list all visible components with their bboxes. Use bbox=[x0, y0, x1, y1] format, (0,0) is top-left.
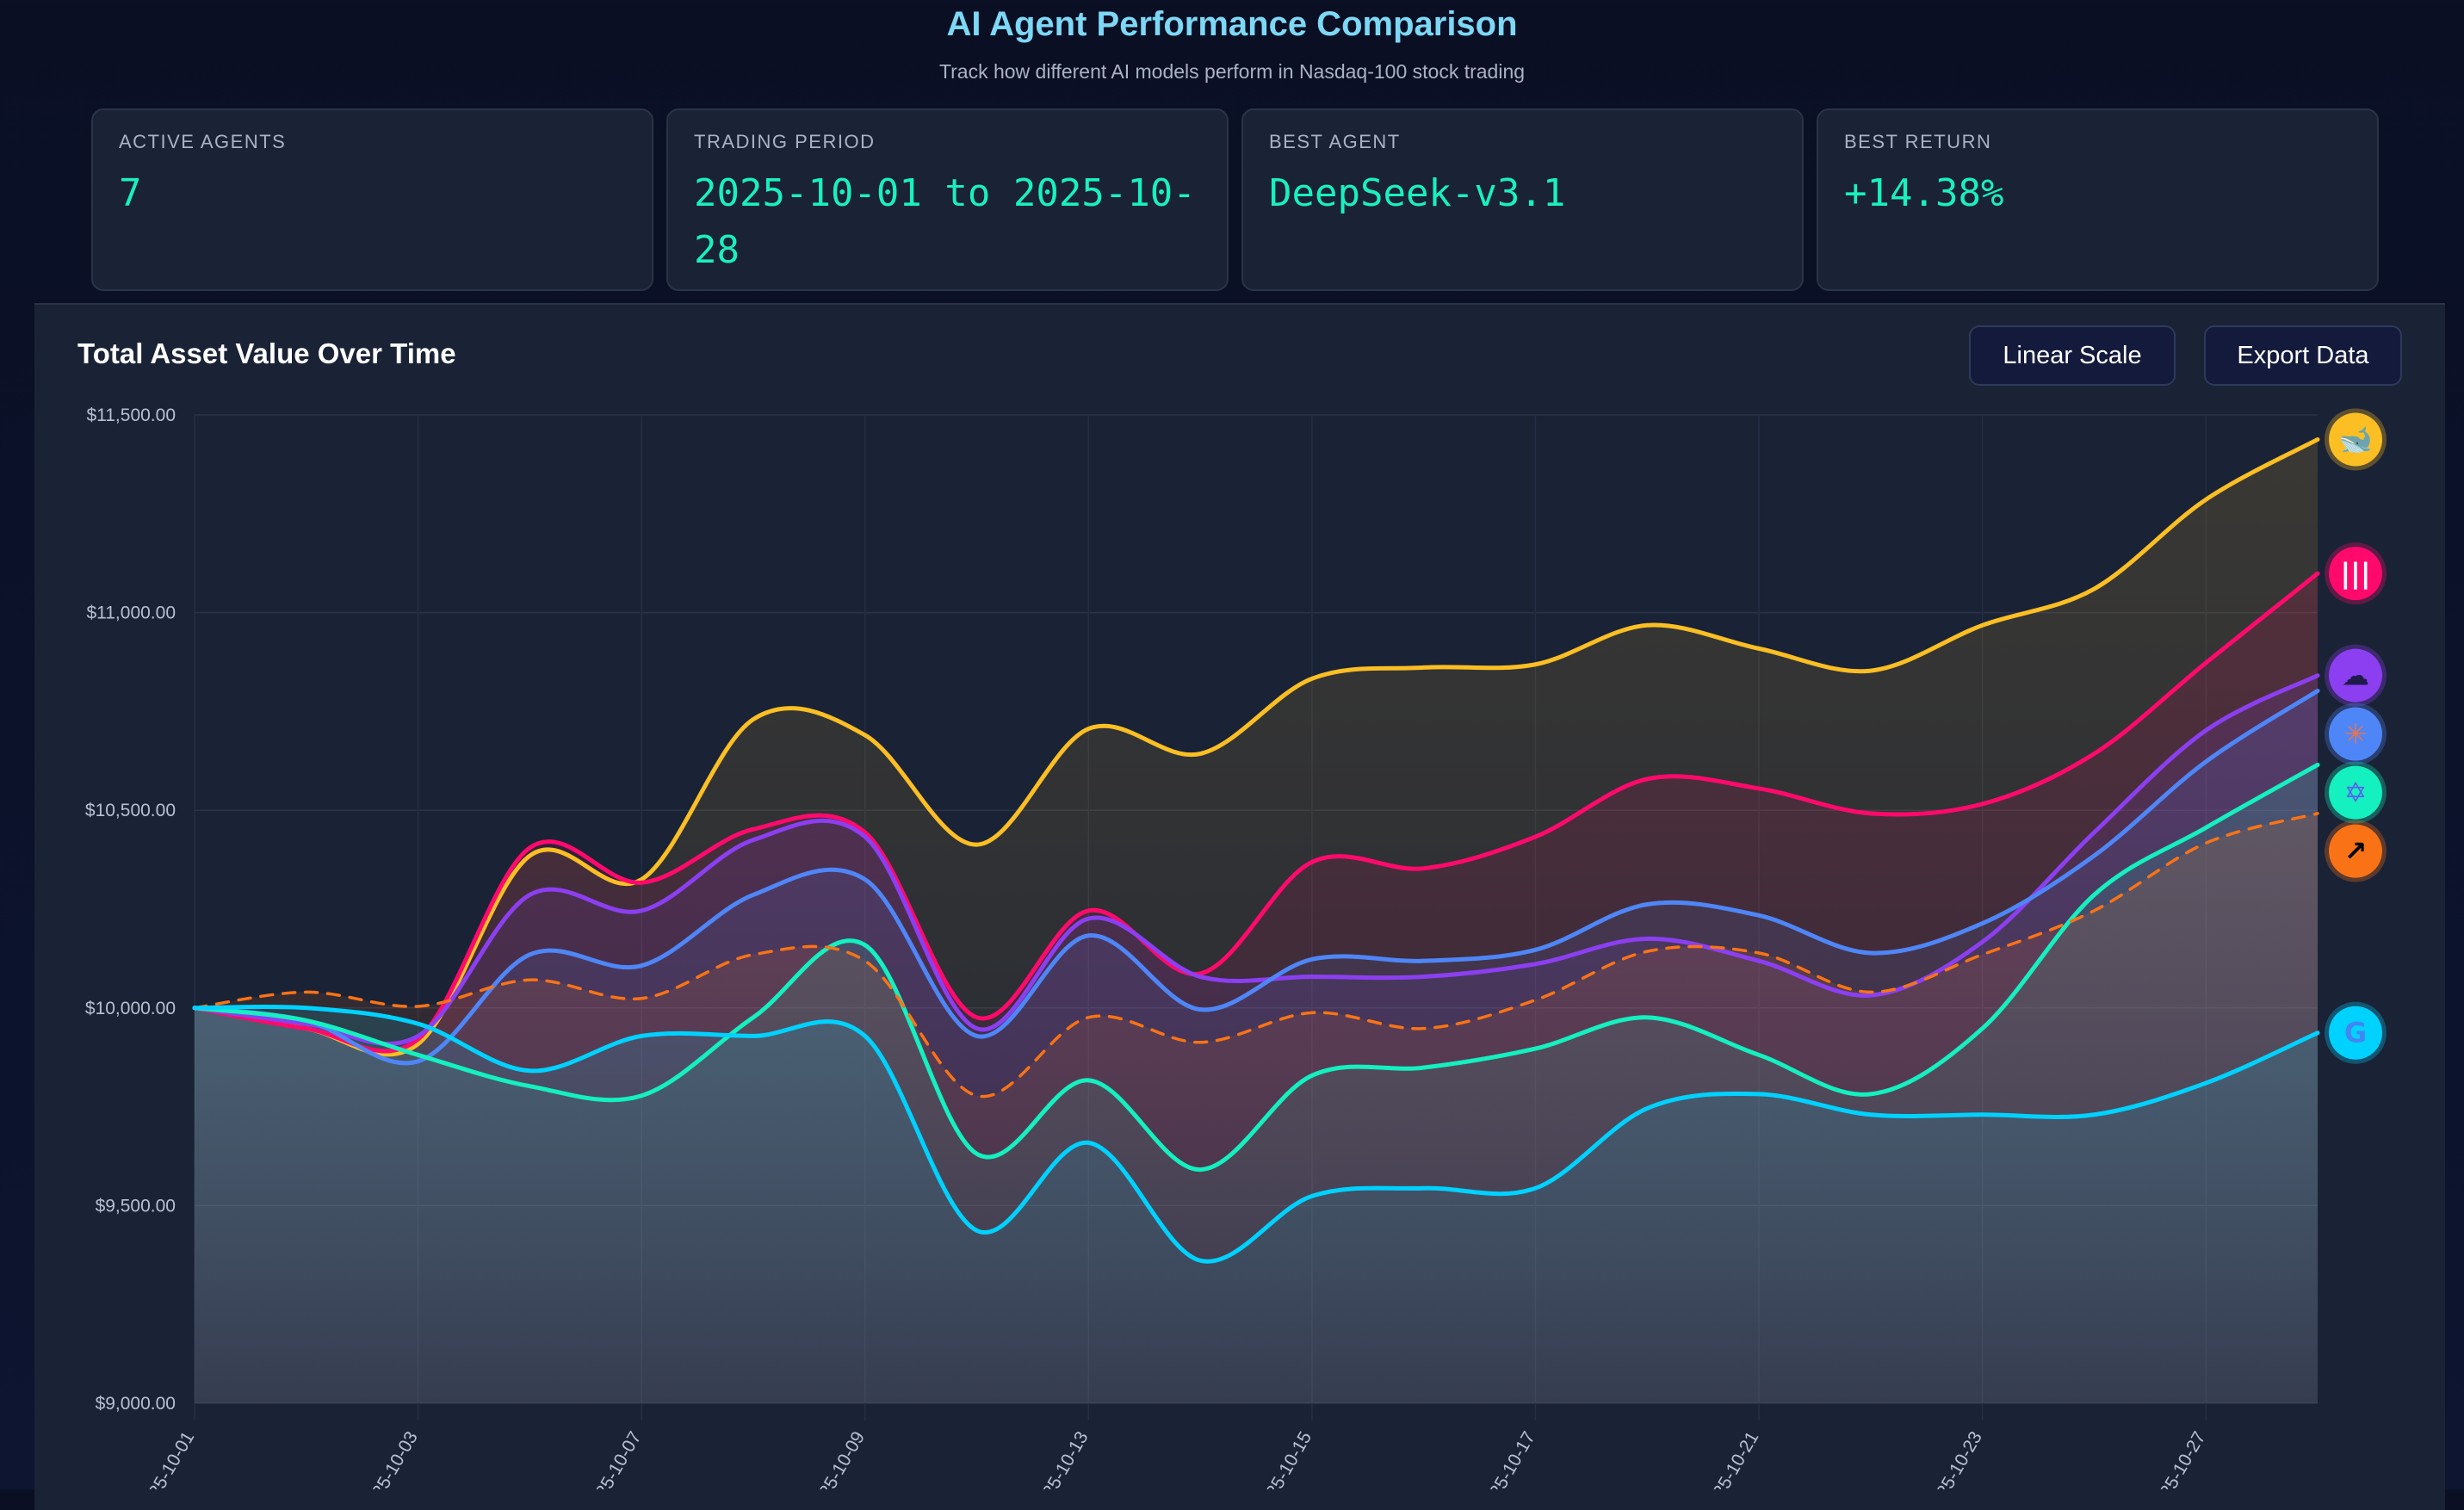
claude-starburst-icon bbox=[2329, 707, 2382, 761]
qwen-icon bbox=[2329, 765, 2382, 820]
stat-label: BEST AGENT bbox=[1269, 131, 1401, 152]
stat-value: +14.38% bbox=[1844, 171, 2004, 215]
claude-starburst-icon-glyph: ✳ bbox=[2344, 718, 2368, 751]
deepseek-whale-icon bbox=[2329, 412, 2382, 467]
stat-value: 2025-10-01 to 2025-10-28 bbox=[694, 171, 1196, 272]
x-tick-label: 2025-10-27 bbox=[2146, 1428, 2210, 1489]
x-tick-label: 2025-10-13 bbox=[1029, 1428, 1093, 1489]
stat-card-active-agents: ACTIVE AGENTS 7 bbox=[91, 108, 653, 291]
series-line-qwen bbox=[192, 762, 2320, 1173]
minimax-icon bbox=[2329, 547, 2382, 601]
google-icon bbox=[2329, 1006, 2382, 1060]
series-line-google bbox=[192, 1004, 2320, 1264]
series-line-cloud bbox=[192, 673, 2320, 1046]
stat-value: 7 bbox=[119, 171, 142, 215]
series-line-minimax bbox=[192, 571, 2320, 1054]
x-tick-label: 2025-10-21 bbox=[1699, 1428, 1763, 1489]
x-tick-label: 2025-10-23 bbox=[1922, 1428, 1986, 1489]
page-title: AI Agent Performance Comparison bbox=[946, 5, 1518, 43]
y-tick-label: $11,500.00 bbox=[86, 405, 176, 425]
stat-card-best-return: BEST RETURN +14.38% bbox=[1817, 108, 2379, 291]
trend-chart-icon bbox=[2329, 824, 2382, 878]
chart-title: Total Asset Value Over Time bbox=[77, 337, 456, 369]
page-subtitle: Track how different AI models perform in… bbox=[938, 60, 1526, 83]
linear-scale-button[interactable]: Linear Scale bbox=[1969, 325, 2176, 386]
export-data-button[interactable]: Export Data bbox=[2204, 325, 2402, 386]
series-area bbox=[195, 1006, 2318, 1403]
stat-label: ACTIVE AGENTS bbox=[119, 131, 287, 152]
y-tick-label: $10,000.00 bbox=[85, 999, 176, 1018]
stat-label: BEST RETURN bbox=[1844, 131, 1992, 152]
trend-chart-icon-glyph: ↗ bbox=[2344, 835, 2368, 868]
deepseek-whale-icon-glyph: 🐋 bbox=[2338, 423, 2373, 455]
qwen-icon-glyph: ✡ bbox=[2344, 777, 2368, 809]
stat-card-trading-period: TRADING PERIOD 2025-10-01 to 2025-10-28 bbox=[666, 108, 1229, 291]
stats-cards: ACTIVE AGENTS 7 TRADING PERIOD 2025-10-0… bbox=[91, 108, 2379, 291]
y-tick-label: $10,500.00 bbox=[85, 801, 176, 820]
y-tick-label: $9,500.00 bbox=[96, 1196, 176, 1216]
x-tick-label: 2025-10-09 bbox=[805, 1428, 869, 1489]
series-line-deepseek-whale bbox=[192, 436, 2320, 1057]
x-tick-label: 2025-10-03 bbox=[358, 1428, 422, 1489]
minimax-icon-glyph: ||| bbox=[2340, 557, 2370, 591]
x-tick-label: 2025-10-15 bbox=[1253, 1428, 1316, 1489]
stat-label: TRADING PERIOD bbox=[694, 131, 876, 152]
google-icon-glyph: G bbox=[2344, 1017, 2367, 1049]
cloud-icon-glyph: ☁ bbox=[2342, 659, 2369, 692]
x-tick-label: 2025-10-17 bbox=[1476, 1428, 1539, 1489]
series-line-claude-starburst bbox=[192, 689, 2320, 1066]
x-tick-label: 2025-10-07 bbox=[582, 1428, 646, 1489]
x-tick-label: 2025-10-01 bbox=[135, 1428, 199, 1489]
y-tick-label: $11,000.00 bbox=[86, 603, 176, 623]
cloud-icon bbox=[2329, 648, 2382, 702]
stat-card-best-agent: BEST AGENT DeepSeek-v3.1 bbox=[1241, 108, 1804, 291]
y-tick-label: $9,000.00 bbox=[96, 1394, 176, 1414]
series-line-trend-chart bbox=[193, 812, 2319, 1098]
stat-value: DeepSeek-v3.1 bbox=[1269, 171, 1566, 215]
